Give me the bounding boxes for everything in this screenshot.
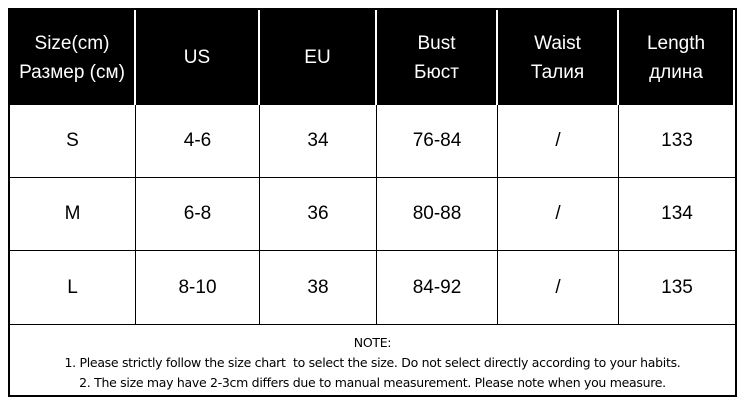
table-cell: 8-10 — [136, 251, 260, 324]
header-line1: Waist — [534, 32, 581, 54]
table-cell: S — [10, 105, 136, 178]
table-cell: / — [498, 105, 619, 178]
header-cell: Bust Бюст — [377, 10, 498, 105]
note-section: NOTE: 1. Please strictly follow the size… — [10, 324, 735, 396]
note-line-2: 2. The size may have 2-3cm differs due t… — [79, 374, 666, 390]
header-line1: Bust — [417, 32, 456, 54]
header-cell: Length длина — [619, 10, 735, 105]
table-cell: / — [498, 178, 619, 251]
table-cell: 76-84 — [377, 105, 498, 178]
header-line1: Length — [646, 32, 706, 54]
header-line2: Бюст — [414, 61, 459, 83]
header-cell: EU — [260, 10, 377, 105]
header-line2: длина — [649, 61, 703, 83]
table-cell: L — [10, 251, 136, 324]
table-cell: 84-92 — [377, 251, 498, 324]
table-cell: 4-6 — [136, 105, 260, 178]
header-line1: Size(cm) — [34, 32, 110, 54]
table-cell: 34 — [260, 105, 377, 178]
header-line2: Размер (см) — [19, 61, 125, 83]
table-cell: / — [498, 251, 619, 324]
header-line1: US — [183, 47, 211, 68]
header-line2: Талия — [530, 61, 585, 83]
table-cell: 134 — [619, 178, 735, 251]
table-cell: 36 — [260, 178, 377, 251]
table-cell: M — [10, 178, 136, 251]
header-cell: Waist Талия — [498, 10, 619, 105]
header-cell: US — [136, 10, 260, 105]
table-cell: 6-8 — [136, 178, 260, 251]
header-line1: EU — [304, 47, 331, 68]
table-cell: 133 — [619, 105, 735, 178]
size-grid: Size(cm) Размер (см) US EU Bust Бюст Waist Тали… — [10, 10, 735, 324]
table-cell: 38 — [260, 251, 377, 324]
note-line-1: 1. Please strictly follow the size chart… — [64, 354, 681, 370]
table-cell: 80-88 — [377, 178, 498, 251]
size-chart-table: Size(cm) Размер (см) US EU Bust Бюст Waist Тали… — [8, 8, 737, 397]
table-cell: 135 — [661, 276, 693, 298]
note-title: NOTE: — [353, 334, 392, 350]
header-cell: Size(cm) Размер (см) — [10, 10, 136, 105]
